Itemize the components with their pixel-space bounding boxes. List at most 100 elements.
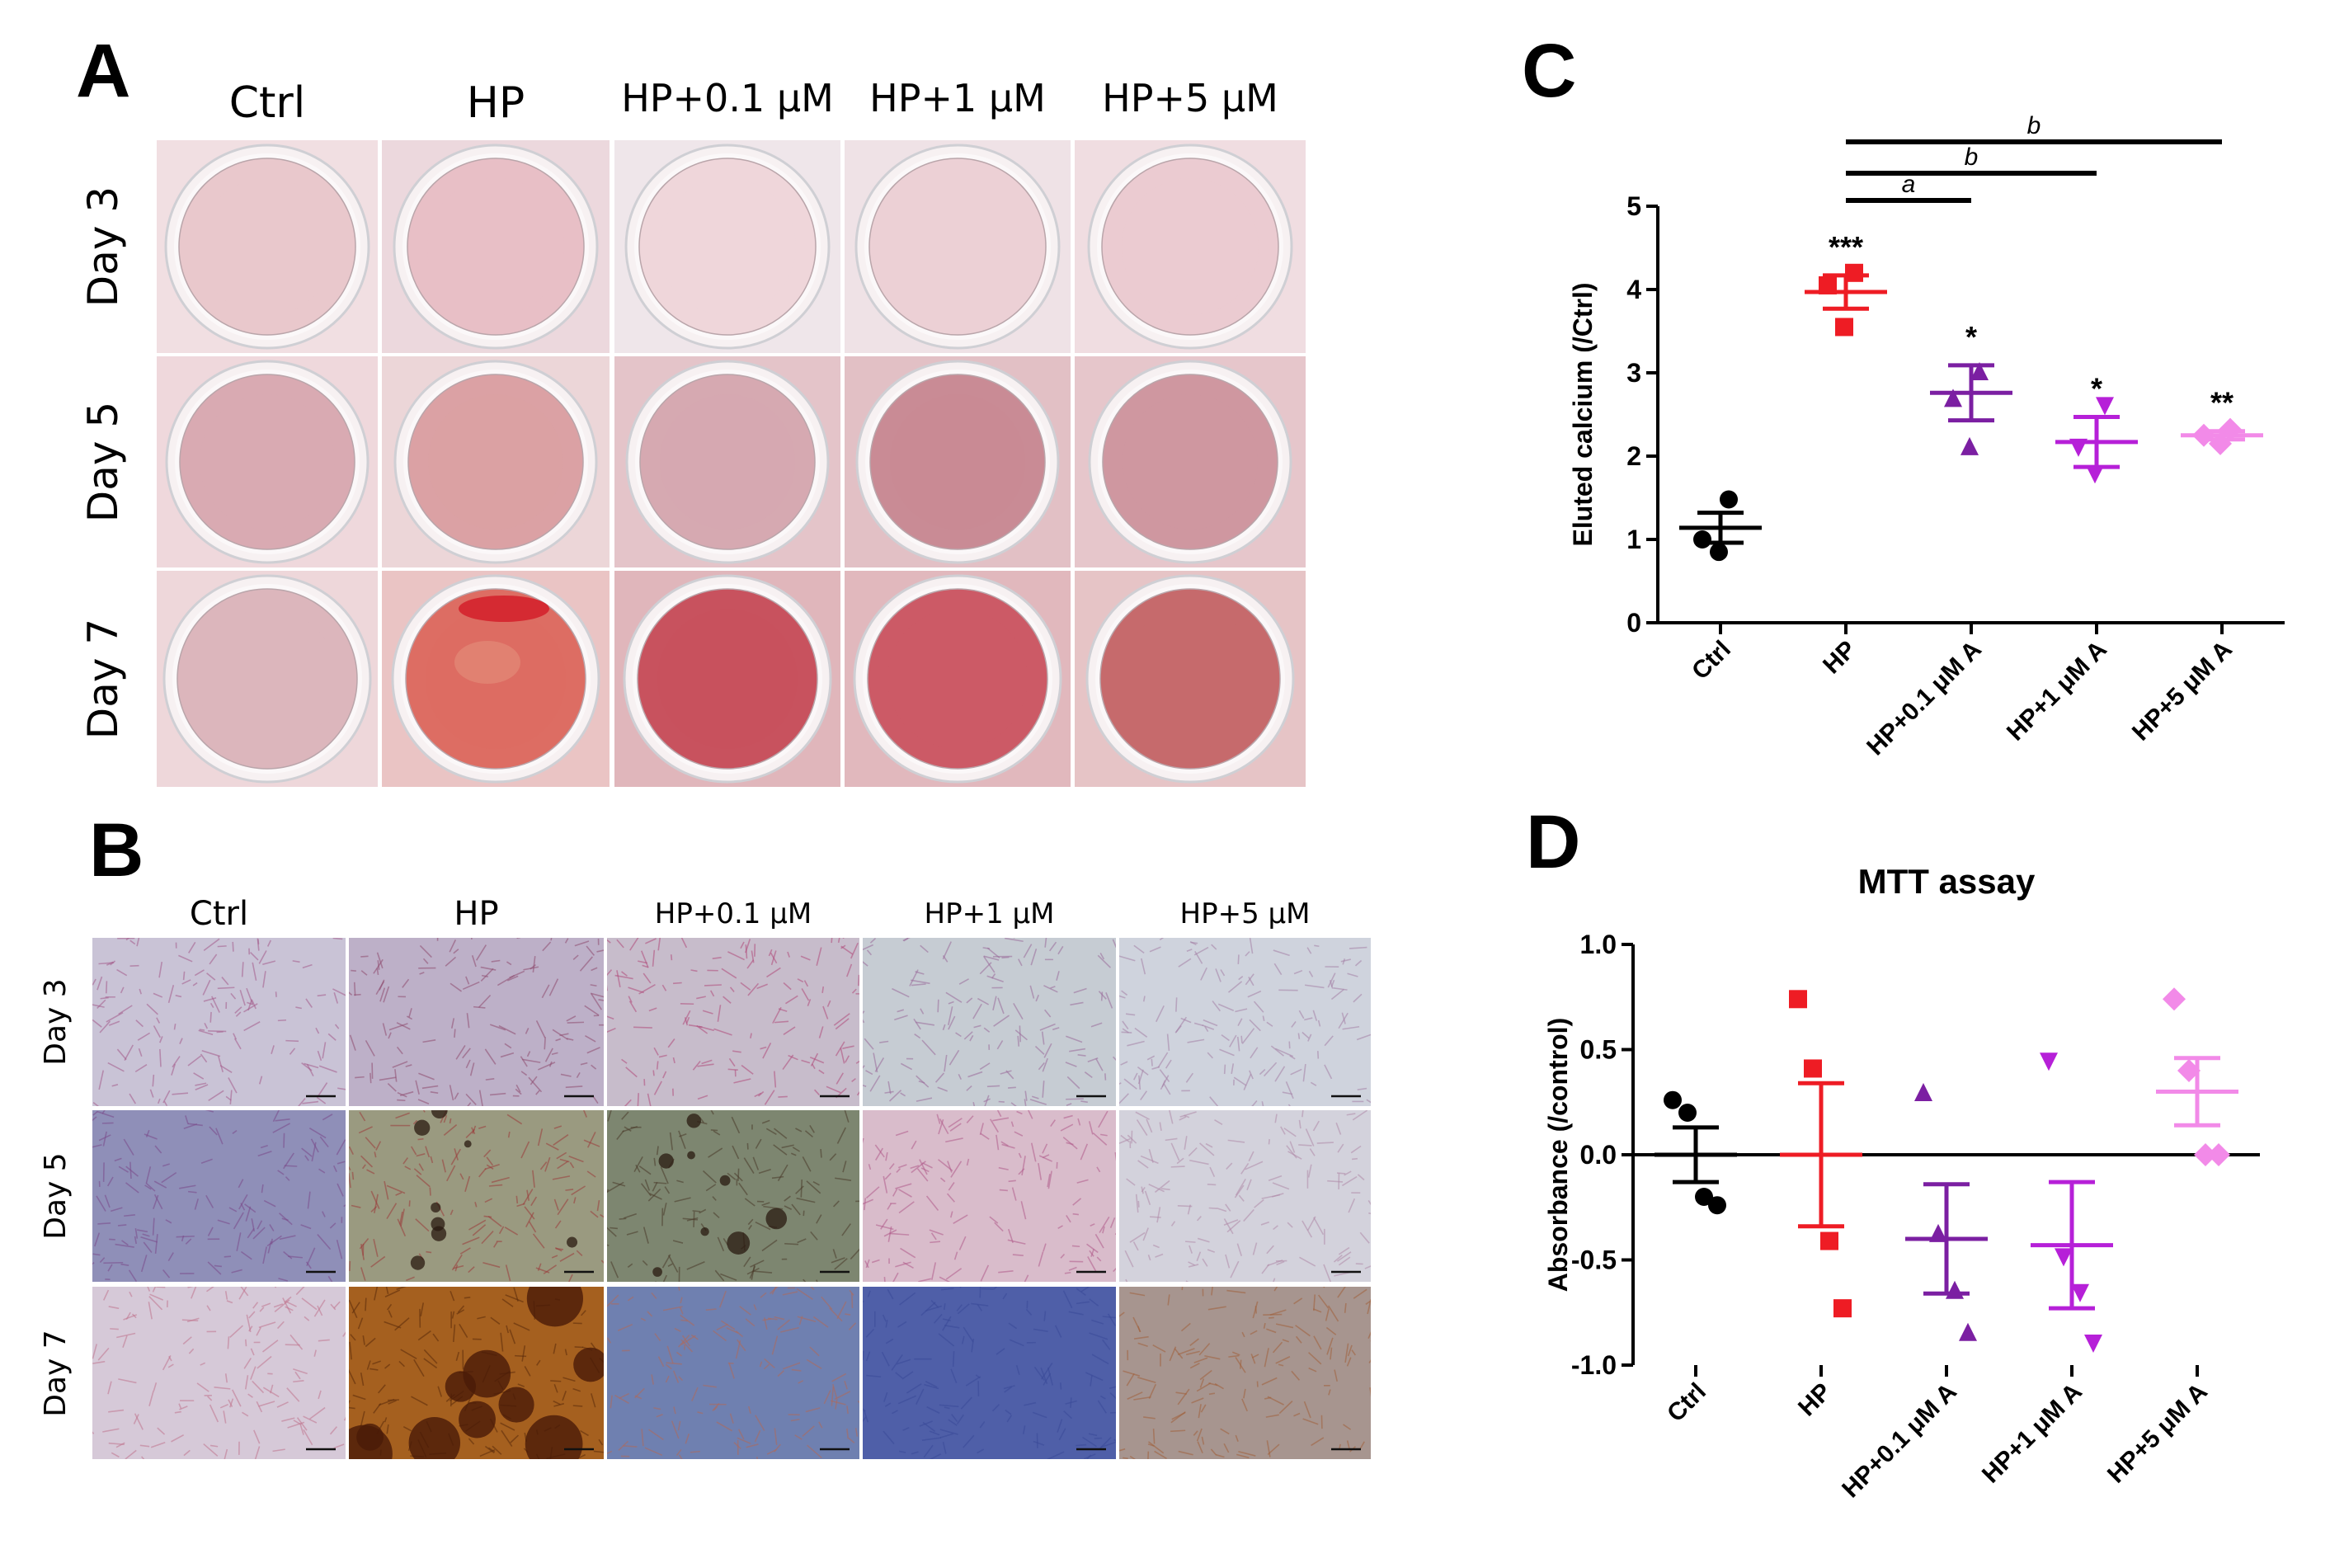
panel-a-row-header: Day 3 bbox=[79, 186, 127, 308]
y-tick-label: 0.0 bbox=[1580, 1140, 1617, 1170]
y-tick-label: 4 bbox=[1626, 275, 1641, 304]
comparison-label: b bbox=[1965, 144, 1979, 171]
culture-well-image bbox=[382, 140, 610, 353]
culture-well-image bbox=[1075, 356, 1306, 567]
x-tick-label: HP+5 μM A bbox=[2102, 1378, 2213, 1489]
x-tick-label: HP+1 μM A bbox=[2002, 636, 2112, 746]
x-tick-label: HP bbox=[1793, 1378, 1837, 1422]
data-point bbox=[1929, 1223, 1947, 1242]
micrograph-image bbox=[349, 1287, 604, 1459]
culture-well-image bbox=[157, 356, 378, 567]
y-tick-label: 1 bbox=[1626, 525, 1641, 554]
panel-b-column-header: Ctrl bbox=[189, 895, 249, 933]
panel-letter-c: C bbox=[1522, 29, 1577, 113]
panel-a-column-header: HP bbox=[466, 78, 525, 128]
data-point bbox=[2055, 1248, 2073, 1267]
data-point bbox=[2040, 1052, 2058, 1071]
data-point bbox=[1845, 263, 1863, 282]
data-point bbox=[2219, 417, 2242, 441]
data-point bbox=[1944, 388, 1962, 407]
data-point bbox=[2084, 1334, 2102, 1353]
micrograph-image bbox=[349, 1110, 604, 1282]
data-point bbox=[1720, 490, 1738, 509]
x-tick-label: HP+5 μM A bbox=[2127, 636, 2238, 746]
panel-a-row-header: Day 7 bbox=[79, 618, 127, 740]
culture-well-image bbox=[157, 140, 378, 353]
panel-a-column-header: Ctrl bbox=[228, 78, 306, 128]
comparison-label: b bbox=[2027, 112, 2041, 139]
significance-label: ** bbox=[2210, 386, 2234, 420]
culture-well-image bbox=[1075, 140, 1306, 353]
data-point bbox=[2207, 1143, 2230, 1166]
micrograph-image bbox=[1119, 1287, 1371, 1459]
significance-label: *** bbox=[1829, 230, 1863, 264]
y-tick-label: 0 bbox=[1626, 608, 1641, 638]
micrograph-image bbox=[863, 1110, 1116, 1282]
data-point bbox=[1833, 1299, 1852, 1318]
data-point bbox=[2096, 397, 2114, 416]
chart-d-mtt-assay: MTT assay Absorbance (/control) -1.0 -0.5 0.… bbox=[1543, 862, 2260, 1504]
data-point bbox=[2209, 431, 2232, 455]
culture-well-image bbox=[845, 356, 1071, 567]
panel-a-column-header: HP+0.1 μM bbox=[621, 76, 834, 120]
y-axis-label: Eluted calcium (/Ctrl) bbox=[1568, 282, 1598, 546]
panel-b-row-header: Day 5 bbox=[39, 1152, 73, 1240]
significance-label: * bbox=[1965, 320, 1977, 354]
y-tick-label: 3 bbox=[1626, 358, 1641, 388]
data-point bbox=[2177, 1059, 2201, 1082]
culture-well-image bbox=[382, 571, 610, 787]
data-point bbox=[1664, 1090, 1682, 1109]
y-tick-label: 0.5 bbox=[1580, 1035, 1617, 1065]
chart-c-eluted-calcium: Eluted calcium (/Ctrl) 0 1 2 3 4 5 Ctrl HP HP+0.1… bbox=[1568, 112, 2285, 761]
panel-b-row-header: Day 3 bbox=[39, 978, 73, 1066]
panel-letter-d: D bbox=[1526, 800, 1581, 884]
data-point bbox=[1710, 543, 1728, 562]
y-tick-label: 1.0 bbox=[1580, 930, 1617, 959]
micrograph-image bbox=[607, 1110, 859, 1282]
data-point bbox=[2163, 987, 2186, 1011]
data-point bbox=[2071, 1283, 2089, 1302]
data-point bbox=[2192, 423, 2215, 447]
data-point bbox=[1695, 1188, 1713, 1206]
culture-well-image bbox=[1075, 571, 1306, 787]
panel-b-column-header: HP+0.1 μM bbox=[654, 897, 812, 930]
x-tick-label: HP bbox=[1818, 636, 1862, 680]
culture-well-image bbox=[382, 356, 610, 567]
culture-well-image bbox=[614, 140, 840, 353]
micrograph-image bbox=[92, 1287, 346, 1459]
panel-a-column-header: HP+1 μM bbox=[869, 76, 1046, 120]
panel-letter-a: A bbox=[76, 29, 131, 113]
y-tick-label: 5 bbox=[1626, 191, 1641, 221]
data-point bbox=[2069, 438, 2088, 457]
x-tick-label: Ctrl bbox=[1662, 1378, 1711, 1428]
data-point bbox=[2194, 1143, 2217, 1166]
chart-title: MTT assay bbox=[1858, 862, 2036, 901]
micrograph-image bbox=[1119, 938, 1371, 1106]
panel-b-row-header: Day 7 bbox=[39, 1329, 73, 1417]
micrograph-image bbox=[1119, 1110, 1371, 1282]
data-point bbox=[1959, 1322, 1977, 1341]
panel-b-column-header: HP+1 μM bbox=[924, 897, 1055, 930]
micrograph-image bbox=[607, 938, 859, 1106]
micrograph-image bbox=[607, 1287, 859, 1459]
data-point bbox=[1804, 1059, 1822, 1078]
micrograph-image bbox=[92, 1110, 346, 1282]
x-tick-label: HP+0.1 μM A bbox=[1837, 1378, 1962, 1504]
data-point bbox=[1820, 1231, 1838, 1250]
data-point bbox=[1789, 990, 1807, 1009]
panel-a-column-header: HP+5 μM bbox=[1102, 76, 1278, 120]
culture-well-image bbox=[845, 140, 1071, 353]
data-point bbox=[1819, 275, 1837, 294]
y-axis-label: Absorbance (/control) bbox=[1543, 1018, 1573, 1292]
data-point bbox=[1678, 1104, 1697, 1122]
data-point bbox=[1914, 1083, 1932, 1102]
y-tick-label: 2 bbox=[1626, 441, 1641, 471]
micrograph-image bbox=[863, 938, 1116, 1106]
culture-well-image bbox=[845, 571, 1071, 787]
x-tick-label: HP+0.1 μM A bbox=[1862, 636, 1987, 761]
panel-letter-b: B bbox=[89, 808, 144, 892]
data-point bbox=[2086, 465, 2104, 484]
data-point bbox=[1946, 1280, 1964, 1299]
data-point bbox=[1708, 1196, 1726, 1215]
culture-well-image bbox=[614, 356, 840, 567]
